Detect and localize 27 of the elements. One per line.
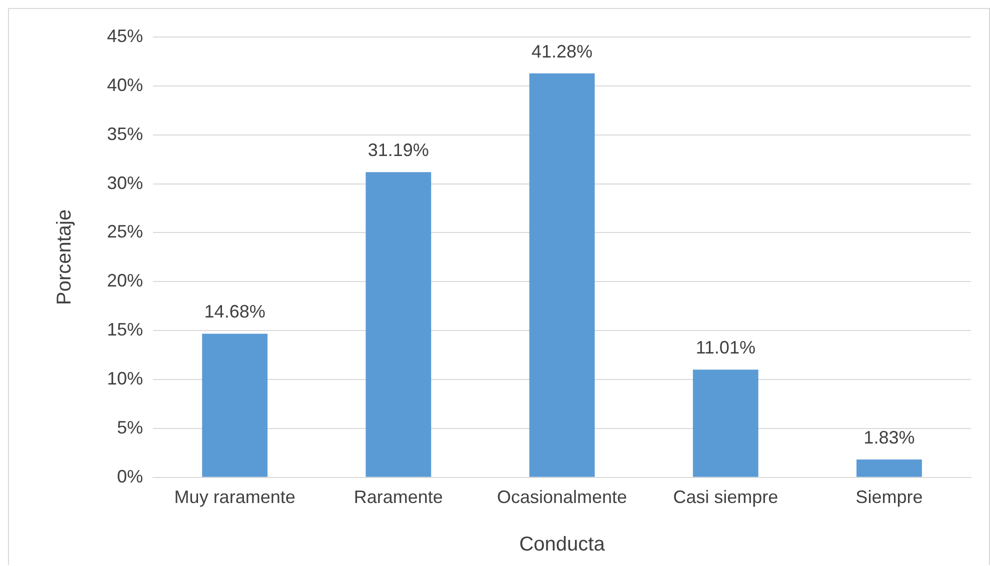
x-tick-label: Muy raramente: [174, 487, 296, 508]
y-tick-label: 10%: [106, 368, 144, 388]
data-label: 31.19%: [368, 140, 429, 160]
x-tick-label: Siempre: [856, 487, 923, 508]
y-tick-label: 0%: [117, 466, 144, 486]
data-label: 11.01%: [696, 338, 756, 358]
y-axis-title: Porcentaje: [54, 209, 76, 306]
y-tick-label: 45%: [106, 26, 144, 46]
x-axis-title: Conducta: [519, 534, 606, 556]
x-tick-label: Casi siempre: [673, 487, 778, 508]
y-tick-label: 5%: [117, 417, 144, 438]
bar: [856, 459, 922, 477]
data-label: 14.68%: [204, 302, 266, 322]
y-tick-label: 15%: [106, 320, 144, 340]
y-tick-label: 40%: [106, 74, 144, 95]
x-tick-label: Raramente: [354, 487, 443, 508]
bar: [202, 334, 268, 477]
x-tick-label: Ocasionalmente: [496, 487, 628, 508]
bar: [692, 370, 758, 477]
y-tick-label: 35%: [106, 124, 144, 144]
y-tick-label: 25%: [106, 222, 144, 242]
data-label: 1.83%: [864, 427, 915, 448]
bar: [366, 172, 432, 477]
data-label: 41.28%: [531, 41, 593, 62]
bar: [529, 73, 595, 477]
y-tick-label: 20%: [106, 270, 144, 291]
y-tick-label: 30%: [106, 172, 144, 193]
